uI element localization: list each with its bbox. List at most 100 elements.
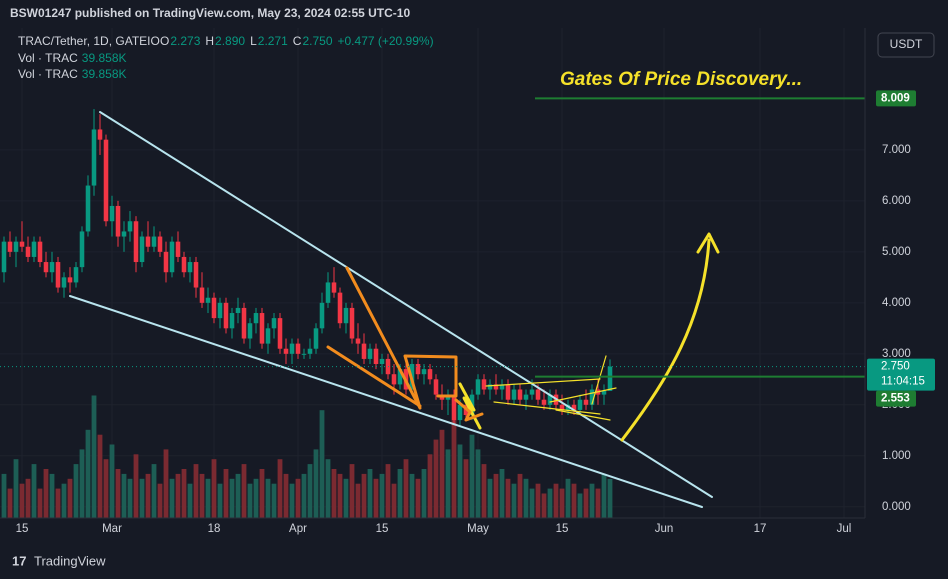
currency[interactable]: USDT xyxy=(890,37,923,51)
candle-body xyxy=(307,348,313,354)
wedge-top xyxy=(549,387,617,403)
brand: TradingView xyxy=(34,553,106,568)
candle-body xyxy=(151,236,157,247)
candle-body xyxy=(517,389,523,400)
volume-bar xyxy=(589,483,595,518)
candle-layer xyxy=(1,109,613,426)
volume-bar xyxy=(493,473,499,518)
candle-body xyxy=(73,267,79,283)
volume-bar xyxy=(499,469,505,518)
candle-body xyxy=(199,287,205,303)
volume-bar xyxy=(511,483,517,518)
candle-body xyxy=(319,302,325,329)
volume-bar xyxy=(565,478,571,518)
volume-bar xyxy=(439,429,445,518)
candle-body xyxy=(493,384,499,390)
volume-bar xyxy=(289,483,295,518)
channel-top xyxy=(485,378,601,387)
volume-bar xyxy=(55,488,61,518)
volume-layer xyxy=(1,395,613,518)
candle-body xyxy=(127,221,133,232)
candle-body xyxy=(109,205,115,222)
candle-body xyxy=(337,292,343,324)
candle-body xyxy=(25,246,31,257)
candle-body xyxy=(325,282,331,303)
candle-body xyxy=(67,277,73,283)
candle-body xyxy=(571,404,577,410)
hline-tag xyxy=(876,390,916,407)
volume-bar xyxy=(559,488,565,518)
volume-legend-value: 39.858K xyxy=(82,51,127,65)
candle-body xyxy=(121,231,127,237)
x-tick-label: May xyxy=(467,523,489,535)
volume-bar xyxy=(307,464,313,518)
candle-body xyxy=(139,236,145,263)
volume-bar xyxy=(319,410,325,518)
candle-body xyxy=(583,399,589,405)
candle-body xyxy=(61,277,67,288)
candle-body xyxy=(265,328,271,344)
y-tick-label: 0.000 xyxy=(882,501,911,513)
volume-legend-value: 39.858K xyxy=(82,67,127,81)
volume-bar xyxy=(49,473,55,518)
y-tick-label: 7.000 xyxy=(882,144,911,156)
wedge-bottom xyxy=(555,409,611,421)
volume-bar xyxy=(517,473,523,518)
candle-body xyxy=(541,399,547,405)
arrow-curve xyxy=(620,238,711,442)
candle-body xyxy=(577,399,583,410)
volume-bar xyxy=(595,488,601,518)
x-tick-label: 15 xyxy=(556,523,569,535)
currency-button[interactable] xyxy=(877,32,935,58)
volume-bar xyxy=(535,483,541,518)
x-tick-label: Mar xyxy=(102,523,122,535)
candle-body xyxy=(505,384,511,400)
candle-body xyxy=(163,251,169,273)
volume-bar xyxy=(487,478,493,518)
volume-bar xyxy=(379,473,385,518)
volume-bar xyxy=(541,493,547,518)
volume-bar xyxy=(403,459,409,518)
candle-body xyxy=(457,404,463,421)
candle-body xyxy=(535,389,541,400)
volume-bar xyxy=(115,469,121,518)
volume-bar xyxy=(283,473,289,518)
volume-bar xyxy=(271,483,277,518)
volume-bar xyxy=(145,473,151,518)
candle-body xyxy=(271,318,277,329)
volume-bar xyxy=(109,444,115,518)
candle-body xyxy=(343,307,349,324)
candle-body xyxy=(451,394,457,421)
candle-body xyxy=(91,129,97,186)
volume-bar xyxy=(469,434,475,518)
candle-body xyxy=(481,379,487,390)
x-tick-label: Jun xyxy=(655,523,674,535)
price-axis-bg xyxy=(865,0,948,545)
x-tick-label: 15 xyxy=(376,523,389,535)
countdown: 11:04:15 xyxy=(881,376,925,388)
candle-body xyxy=(175,241,181,257)
upper-trendline xyxy=(99,111,713,498)
volume-legend-key: Vol · TRAC xyxy=(18,67,78,81)
candle-body xyxy=(367,348,373,359)
volume-bar xyxy=(37,488,43,518)
volume-bar xyxy=(181,469,187,518)
volume-bar xyxy=(121,473,127,518)
candle-body xyxy=(211,297,217,319)
volume-bar xyxy=(343,478,349,518)
candle-body xyxy=(511,389,517,400)
lower-trendline xyxy=(69,295,703,508)
volume-bar xyxy=(313,449,319,518)
volume-bar xyxy=(25,478,31,518)
annotation: Gates Of Price Discovery... xyxy=(560,69,802,90)
volume-bar xyxy=(355,483,361,518)
candle-body xyxy=(421,369,427,375)
candle-body xyxy=(79,231,85,268)
candle-body xyxy=(277,318,283,349)
volume-bar xyxy=(505,478,511,518)
orange-small xyxy=(454,398,484,422)
volume-bar xyxy=(199,473,205,518)
drawings xyxy=(69,111,720,508)
volume-bar xyxy=(259,469,265,518)
volume-bar xyxy=(7,488,13,518)
